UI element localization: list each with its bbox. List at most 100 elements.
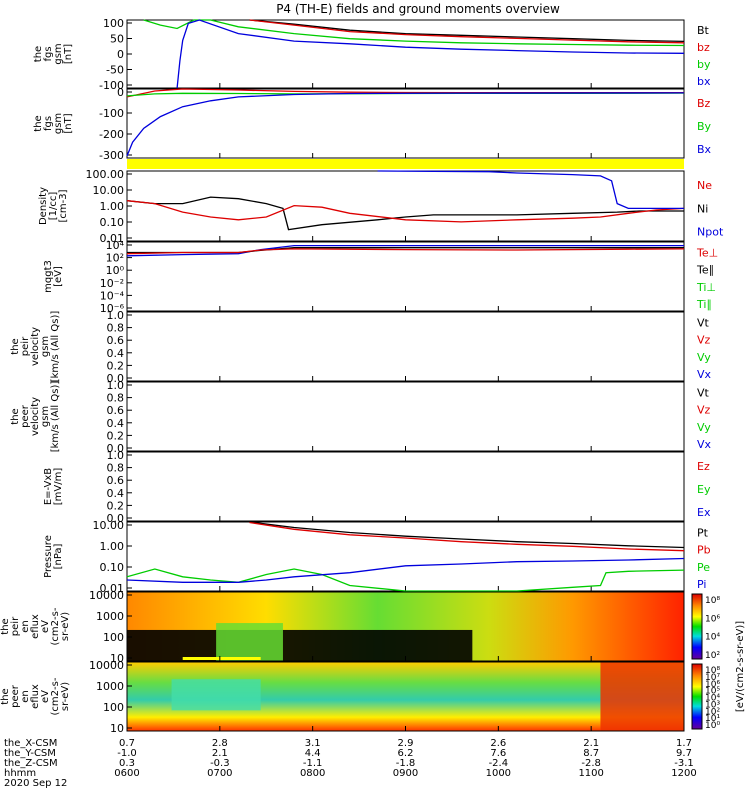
spectrogram-red-region xyxy=(600,662,684,731)
y-tick-label: 0 xyxy=(117,86,124,99)
x-axis-row-value: 8.7 xyxy=(583,748,599,759)
panel-10: 10⁸10⁷10⁶10⁵10⁴10³10²10¹10⁰1000010001001… xyxy=(0,621,746,735)
spectrogram-cyan-patch xyxy=(171,679,261,711)
x-axis-row-value: 2.8 xyxy=(212,738,228,749)
x-axis-row-value: 3.1 xyxy=(305,738,321,749)
legend-entry: Vx xyxy=(697,368,712,381)
legend-entry: Ez xyxy=(697,460,710,473)
colorbar-tick-label: 10⁸ xyxy=(705,596,720,606)
y-tick-label: 0.0 xyxy=(107,372,125,385)
y-axis-label-line: velocity xyxy=(30,397,41,436)
x-axis-row-value: 0.7 xyxy=(119,738,135,749)
figure-title: P4 (TH-E) fields and ground moments over… xyxy=(276,2,560,16)
series-line-bx xyxy=(176,19,685,89)
y-axis-label: thefgsgsm[nT] xyxy=(33,43,74,64)
y-axis-label-line: the xyxy=(0,618,11,634)
y-axis-label-line: [1/cc] xyxy=(48,192,59,221)
panel-frame xyxy=(126,311,685,382)
colorbar-tick-label: 10⁵ xyxy=(705,687,720,697)
y-tick-label: 10⁻² xyxy=(100,277,124,290)
legend-entry: Npot xyxy=(697,226,724,239)
legend-entry: Te⊥ xyxy=(696,246,718,259)
legend-entry: by xyxy=(697,58,711,71)
y-axis-label: thepeerenefluxeV(cm2-s-sr-eV) xyxy=(0,677,71,715)
panel-frame xyxy=(126,381,685,452)
series-line-Ne xyxy=(126,200,685,223)
colorbar-tick-label: 10⁷ xyxy=(705,673,720,683)
date-label: 2020 Sep 12 xyxy=(4,778,67,789)
y-axis-label-line: [cm-3] xyxy=(58,189,69,222)
panel-1: 100 50 0 -50 -100 thefgsgsm[nT] Bt bz by bx xyxy=(33,17,711,92)
y-axis-label-line: Pressure xyxy=(43,535,54,578)
y-tick-label: 0 xyxy=(117,48,124,61)
series-line-Bx xyxy=(126,92,685,157)
y-axis-label-line: fgs xyxy=(43,46,54,61)
x-axis-row-value: -3.1 xyxy=(674,758,694,769)
y-tick-label: 100.00 xyxy=(86,168,125,181)
colorbar-label: [eV/(cm2-s-sr-eV)] xyxy=(735,621,746,712)
y-axis-label: thepeirenefluxeV(cm2-s-sr-eV) xyxy=(0,607,71,645)
y-axis-label-line: [km/s (All Qs)] xyxy=(50,311,61,383)
y-axis-label-line: en xyxy=(20,690,31,703)
panel-5: 1.00.80.60.40.20.0 thepeirvelocitygsm[km/… xyxy=(10,309,712,385)
series-line-Ni xyxy=(126,196,684,231)
x-axis-row-label: the_Z-CSM xyxy=(4,758,58,769)
legend-entry: Vt xyxy=(697,386,710,399)
y-axis-label-line: the xyxy=(10,408,21,424)
y-tick-label: 1.0 xyxy=(107,379,125,392)
y-tick-label: 10 xyxy=(110,722,124,735)
series-line-Pt xyxy=(249,521,685,549)
x-axis-row-value: 2.1 xyxy=(212,748,228,759)
series-line-Bt xyxy=(249,19,685,43)
y-tick-label: 10⁰ xyxy=(106,264,125,277)
y-tick-label: -50 xyxy=(106,64,124,77)
x-axis-row-value: 0800 xyxy=(300,768,325,779)
series-line-Pi xyxy=(126,557,685,583)
y-axis-label-line: gsm xyxy=(53,113,64,134)
y-axis-label-line: (cm2-s- xyxy=(50,677,61,715)
colorbar-tick-label: 10⁴ xyxy=(705,694,720,704)
y-axis-label: mqgt3[eV] xyxy=(43,260,64,293)
y-tick-label: 0.6 xyxy=(107,404,125,417)
y-tick-label: -200 xyxy=(99,128,124,141)
panels: 100500-50-100thefgsgsm[nT]Btbzbybx0-100-… xyxy=(0,17,746,735)
y-tick-label: -300 xyxy=(99,149,124,162)
colorbar-tick-label: 10⁴ xyxy=(705,633,720,643)
legend-entry: Ni xyxy=(697,202,708,215)
panel-frame xyxy=(126,19,685,89)
x-axis-row-value: 2.9 xyxy=(398,738,414,749)
colorbar-tick-label: 10⁶ xyxy=(705,614,720,624)
x-axis-row-value: 4.4 xyxy=(305,748,321,759)
panel-2: 0 -100 -200 -300 thefgsgsm[nT] Bz By Bx xyxy=(33,86,712,162)
legend-entry: Vy xyxy=(697,421,711,434)
series-line-Ti∥ xyxy=(126,244,684,257)
series-line-by xyxy=(143,19,685,47)
y-axis-label-line: [nPa] xyxy=(53,543,64,569)
panel-frame xyxy=(126,451,685,522)
legend-entry: Vt xyxy=(697,316,710,329)
legend-entry: Ti⊥ xyxy=(696,281,716,294)
colorbar-tick-label: 10³ xyxy=(705,700,720,710)
y-tick-label: -100 xyxy=(99,79,124,92)
y-axis-label-line: peir xyxy=(10,616,21,636)
y-axis-label-line: [mV/m] xyxy=(53,468,64,506)
y-axis-label-line: eV xyxy=(40,690,51,703)
y-axis-label-line: gsm xyxy=(40,406,51,427)
y-tick-label: 0.4 xyxy=(107,417,125,430)
legend-entry: Bt xyxy=(697,24,710,37)
y-tick-label: 0.4 xyxy=(107,487,125,500)
y-axis-label-line: [km/s (All Qs)] xyxy=(50,381,61,453)
panel-frame xyxy=(126,170,685,242)
y-axis-label-line: eflux xyxy=(30,684,41,709)
y-axis-label-line: the xyxy=(33,46,44,62)
legend-entry: Vz xyxy=(697,334,711,347)
y-tick-label: 0.2 xyxy=(107,499,125,512)
legend-entry: Ex xyxy=(697,506,711,519)
y-axis-label-line: mqgt3 xyxy=(43,260,54,293)
y-axis-label-line: gsm xyxy=(53,43,64,64)
panel-8: 10.00 1.00 0.10 0.01 Pressure[nPa] Pt Pb Pe Pi xyxy=(43,519,711,595)
x-axis-row-value: -2.8 xyxy=(581,758,601,769)
y-tick-label: 1.00 xyxy=(100,540,125,553)
colorbar-tick-label: 10⁰ xyxy=(705,721,720,731)
spectrogram-green-patch xyxy=(216,623,283,661)
